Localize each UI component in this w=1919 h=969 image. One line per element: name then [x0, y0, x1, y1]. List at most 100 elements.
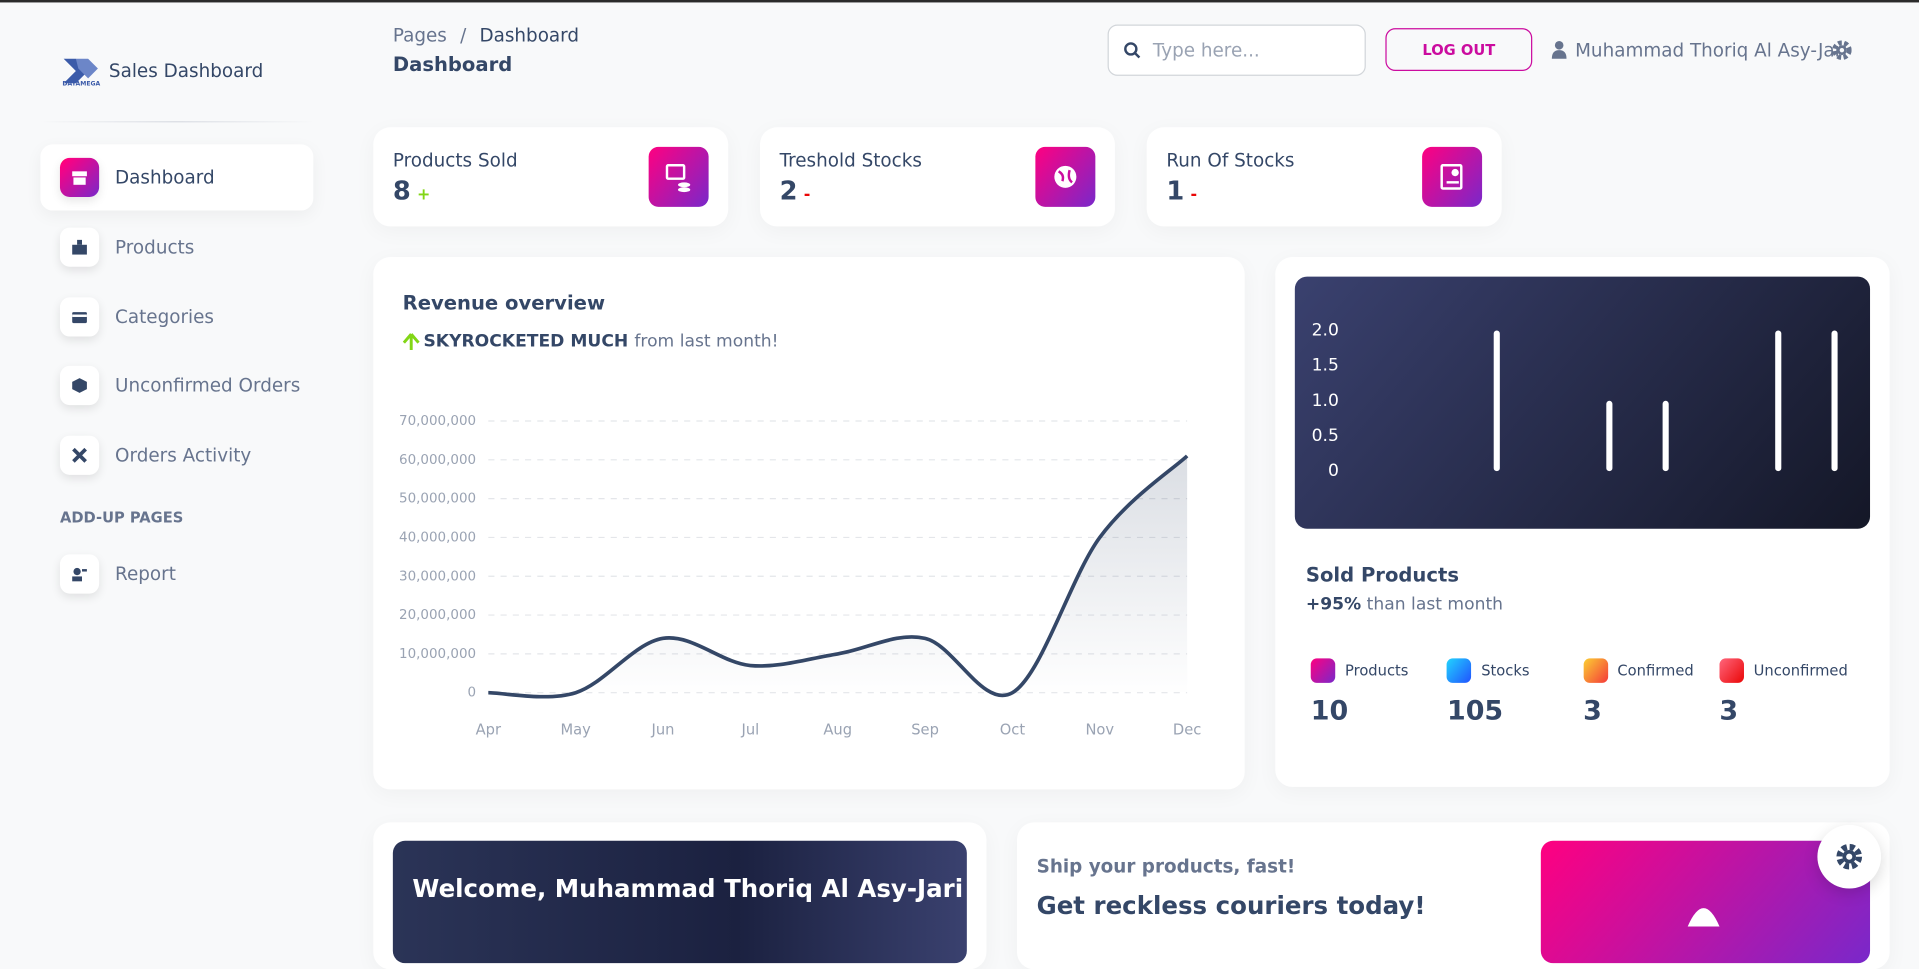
nav-label: Products [115, 236, 195, 259]
stat-title: Products Sold [392, 149, 518, 172]
promo-title: Get reckless couriers today! [1036, 890, 1426, 921]
x-tick-label: Jul [741, 722, 760, 739]
nav-item[interactable]: Categories [40, 284, 313, 350]
bar [1831, 330, 1838, 472]
y-tick-label: 1.0 [1312, 391, 1339, 411]
brand-logo [63, 58, 98, 84]
item-icon [1719, 658, 1744, 683]
logout-button[interactable]: LOG OUT [1385, 28, 1533, 71]
y-tick-label: 30,000,000 [399, 569, 476, 584]
y-tick-label: 10,000,000 [399, 647, 476, 662]
y-tick-label: 0.5 [1312, 426, 1339, 446]
line-area [488, 455, 1188, 697]
x-tick-label: Sep [911, 722, 939, 739]
search-icon [1124, 42, 1141, 59]
y-tick-label: 60,000,000 [399, 453, 476, 468]
bar [1775, 330, 1782, 472]
nav-label: Unconfirmed Orders [115, 374, 301, 397]
y-tick-label: 50,000,000 [399, 492, 476, 507]
stat-icon [1035, 146, 1096, 207]
nav-item[interactable]: Unconfirmed Orders [40, 352, 313, 418]
stat-title: Treshold Stocks [779, 149, 922, 172]
x-tick-label: Jun [651, 722, 675, 739]
bar [1493, 330, 1500, 472]
card-subtitle: +95% than last month [1306, 595, 1503, 615]
search-placeholder: Type here... [1152, 39, 1260, 62]
item-icon [1310, 658, 1336, 683]
nav-icon [59, 365, 100, 406]
stat-line: 2 - [780, 176, 811, 205]
divider [40, 121, 314, 123]
nav-icon [59, 435, 100, 475]
chart-subtitle: SKYROCKETED MUCH from last month! [402, 331, 779, 352]
logo-text: DAYAMEGA [62, 80, 101, 89]
item-label: Confirmed [1617, 662, 1694, 680]
stat-title: Run Of Stocks [1166, 149, 1295, 172]
y-tick-label: 0 [1328, 461, 1339, 481]
breadcrumb: Pages / Dashboard [393, 24, 579, 46]
item-label: Stocks [1481, 662, 1530, 680]
bar-chart-panel: 0 0.5 1.0 1.5 2.0 [1294, 276, 1871, 529]
x-tick-label: Apr [476, 722, 502, 739]
nav-item[interactable]: Report [40, 541, 313, 607]
user-name[interactable]: Muhammad Thoriq Al Asy-Jari [1575, 39, 1848, 62]
nav-icon [59, 157, 100, 198]
subtitle-text: from last month! [634, 331, 779, 352]
nav-item[interactable]: Orders Activity [40, 422, 313, 488]
x-tick-label: Nov [1085, 722, 1114, 739]
promo-subtitle: Ship your products, fast! [1036, 855, 1296, 878]
item-value: 3 [1583, 696, 1602, 727]
user-icon [1551, 40, 1567, 59]
section-heading: ADD-UP PAGES [59, 509, 184, 527]
y-tick-label: 1.5 [1312, 356, 1339, 376]
y-tick-label: 70,000,000 [399, 414, 476, 429]
line-chart: 0 10,000,000 20,000,000 30,000,000 40,000,00… [399, 414, 1201, 739]
nav-icon [59, 297, 100, 337]
item-value: 105 [1446, 696, 1504, 727]
stat-card: Run Of Stocks 1 - [1146, 127, 1502, 227]
bar-chart: 0 0.5 1.0 1.5 2.0 [1312, 320, 1838, 481]
stat-icon [648, 146, 709, 207]
x-tick-label: May [560, 722, 591, 739]
x-tick-label: Aug [823, 722, 852, 739]
sold-products-card: 0 0.5 1.0 1.5 2.0 Sold Products +95% than la… [1275, 257, 1890, 787]
stat-line: 1 - [1166, 176, 1197, 205]
nav-label: Report [115, 562, 176, 586]
y-tick-label: 2.0 [1312, 320, 1339, 340]
item-icon [1446, 658, 1472, 683]
stat-icon [1422, 146, 1483, 207]
page-title: Dashboard [392, 52, 513, 76]
nav-label: Orders Activity [115, 444, 252, 467]
x-tick-label: Dec [1173, 722, 1201, 739]
stat-line: 8 + [393, 176, 430, 205]
nav-item[interactable]: Dashboard [40, 144, 314, 211]
stat-value: 8 [392, 176, 411, 206]
arrow-up-icon [402, 332, 420, 350]
change-text: than last month [1366, 594, 1504, 615]
stat-value: 2 [779, 176, 798, 206]
welcome-card: Welcome, Muhammad Thoriq Al Asy-Jari [373, 822, 987, 969]
top-border [0, 0, 1919, 3]
item-icon [1583, 658, 1608, 683]
item-label: Unconfirmed [1753, 662, 1848, 680]
nav-icon [59, 554, 100, 594]
bar [1606, 400, 1613, 472]
welcome-title: Welcome, Muhammad Thoriq Al Asy-Jari [412, 873, 964, 904]
revenue-card: Revenue overview SKYROCKETED MUCH from l… [373, 257, 1245, 790]
stat-change: - [1190, 186, 1198, 205]
breadcrumb-item: Dashboard [479, 24, 580, 47]
search-box[interactable]: Type here... [1107, 24, 1366, 76]
nav-label: Dashboard [115, 166, 215, 189]
stat-value: 1 [1166, 176, 1185, 206]
nav-icon [59, 227, 100, 267]
bar [1662, 400, 1669, 472]
config-button[interactable] [1817, 824, 1882, 889]
settings-icon[interactable] [1832, 40, 1852, 60]
y-tick-label: 0 [468, 686, 477, 701]
breadcrumb-item[interactable]: Pages [392, 24, 447, 47]
breadcrumb-separator: / [460, 24, 467, 47]
nav-item[interactable]: Products [40, 214, 313, 280]
stat-change: - [803, 186, 811, 205]
